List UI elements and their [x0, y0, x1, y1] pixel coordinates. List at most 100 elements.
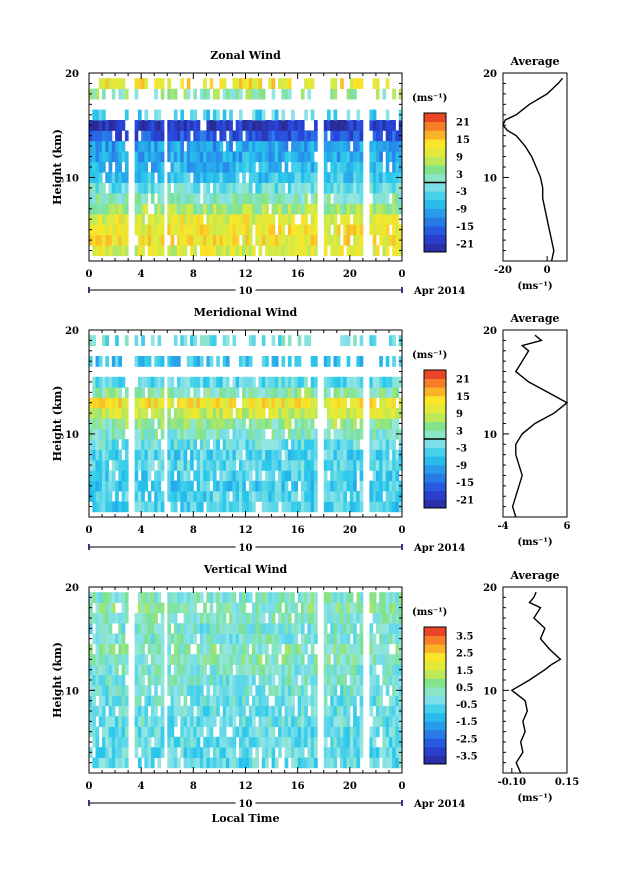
heatmap-cell-7km [336, 716, 341, 727]
heatmap-cell-19km [134, 78, 139, 89]
heatmap-cell-7km [121, 203, 126, 215]
heatmap-cell-15km [150, 120, 155, 131]
heatmap-cell-9km [150, 182, 155, 194]
heatmap-cell-7km [382, 716, 387, 727]
heatmap-cell-19km [115, 592, 119, 603]
heatmap-cell-11km [229, 161, 233, 173]
heatmap-cell-7km [98, 716, 103, 727]
heatmap-cell-10km [193, 685, 197, 696]
heatmap-cell-15km [268, 376, 272, 388]
heatmap-cell-10km [369, 172, 374, 183]
heatmap-cell-15km [167, 120, 171, 131]
heatmap-cell-7km [190, 459, 194, 471]
y-tick-label: 20 [65, 326, 79, 337]
heatmap-cell-12km [300, 151, 305, 163]
heatmap-cell-3km [359, 501, 364, 513]
heatmap-cell-16km [271, 623, 276, 634]
heatmap-cell-14km [186, 130, 191, 142]
heatmap-cell-6km [333, 726, 338, 738]
heatmap-cell-4km [212, 747, 217, 758]
heatmap-cell-4km [333, 234, 338, 246]
heatmap-cell-17km [115, 612, 119, 624]
heatmap-cell-18km [268, 602, 272, 614]
heatmap-cell-12km [252, 407, 256, 419]
heatmap-cell-6km [102, 214, 106, 225]
heatmap-cell-3km [268, 245, 272, 257]
heatmap-cell-18km [392, 602, 396, 614]
heatmap-cell-9km [252, 439, 256, 450]
heatmap-cell-6km [323, 470, 328, 482]
heatmap-cell-16km [206, 109, 211, 121]
heatmap-cell-12km [115, 664, 119, 676]
heatmap-cell-18km [141, 602, 145, 614]
heatmap-cell-8km [141, 705, 145, 717]
heatmap-cell-6km [92, 214, 96, 225]
heatmap-cell-13km [265, 140, 269, 152]
heatmap-cell-18km [147, 602, 152, 614]
heatmap-cell-6km [353, 470, 357, 482]
heatmap-cell-5km [382, 224, 387, 236]
heatmap-cell-6km [291, 470, 295, 482]
heatmap-cell-8km [333, 193, 338, 204]
heatmap-cell-7km [284, 459, 289, 471]
heatmap-cell-10km [258, 428, 263, 440]
heatmap-cell-15km [353, 633, 357, 645]
heatmap-cell-15km [265, 376, 269, 388]
heatmap-cell-15km [190, 376, 194, 388]
heatmap-cell-10km [186, 428, 191, 440]
heatmap-cell-8km [173, 193, 178, 204]
heatmap-cell-6km [392, 470, 396, 482]
heatmap-cell-13km [177, 397, 181, 409]
heatmap-cell-7km [105, 716, 109, 727]
heatmap-cell-3km [216, 245, 220, 257]
heatmap-cell-14km [346, 387, 351, 398]
heatmap-cell-10km [193, 172, 197, 183]
heatmap-cell-17km [356, 356, 361, 367]
heatmap-cell-7km [225, 716, 230, 727]
heatmap-cell-19km [157, 592, 162, 603]
heatmap-cell-3km [222, 501, 227, 513]
heatmap-cell-11km [124, 418, 129, 430]
heatmap-cell-11km [330, 161, 334, 173]
heatmap-cell-10km [196, 172, 201, 183]
heatmap-cell-10km [183, 428, 188, 440]
heatmap-cell-10km [349, 685, 354, 696]
heatmap-cell-13km [258, 397, 263, 409]
heatmap-cell-19km [265, 592, 269, 603]
heatmap-cell-13km [248, 140, 253, 152]
colorbar-segment [424, 464, 446, 474]
heatmap-cell-3km [307, 757, 312, 769]
heatmap-cell-14km [245, 130, 250, 142]
heatmap-cell-3km [154, 501, 158, 513]
heatmap-cell-12km [108, 407, 113, 419]
heatmap-cell-15km [294, 376, 299, 388]
heatmap-cell-8km [375, 705, 380, 717]
heatmap-cell-11km [150, 418, 155, 430]
heatmap-cell-8km [395, 449, 400, 461]
heatmap-cell-18km [353, 602, 357, 614]
heatmap-cell-7km [340, 716, 344, 727]
heatmap-cell-6km [268, 470, 272, 482]
heatmap-cell-5km [281, 736, 286, 748]
heatmap-cell-7km [92, 459, 96, 471]
colorbar-segment [424, 729, 446, 739]
heatmap-cell-19km [268, 592, 272, 603]
heatmap-cell-19km [232, 592, 237, 603]
heatmap-cell-7km [278, 716, 282, 727]
heatmap-cell-11km [196, 161, 201, 173]
heatmap-cell-14km [196, 130, 201, 142]
heatmap-cell-15km [108, 376, 113, 388]
heatmap-cell-7km [353, 203, 357, 215]
heatmap-cell-17km [216, 356, 220, 367]
heatmap-cell-15km [206, 376, 211, 388]
heatmap-cell-6km [235, 470, 240, 482]
heatmap-cell-9km [157, 695, 162, 707]
heatmap-cell-13km [115, 654, 119, 665]
heatmap-cell-9km [242, 695, 246, 707]
heatmap-cell-15km [274, 633, 279, 645]
heatmap-cell-7km [359, 716, 364, 727]
heatmap-cell-5km [105, 224, 109, 236]
heatmap-cell-15km [265, 120, 269, 131]
heatmap-cell-4km [278, 747, 282, 758]
heatmap-cell-11km [216, 674, 220, 686]
